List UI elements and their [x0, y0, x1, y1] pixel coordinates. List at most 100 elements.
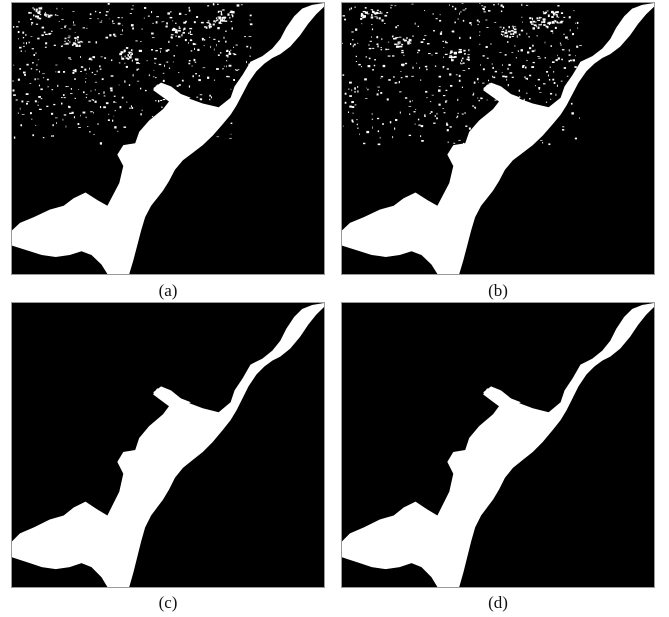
noise-speck: [504, 54, 507, 56]
noise-speck: [219, 52, 222, 54]
noise-speck: [85, 81, 87, 83]
noise-speck: [113, 115, 115, 117]
noise-speck: [50, 112, 54, 115]
noise-speck: [73, 116, 75, 119]
noise-speck: [480, 64, 482, 66]
noise-speck: [226, 75, 229, 78]
noise-speck: [161, 106, 163, 108]
noise-speck: [200, 21, 204, 24]
noise-speck: [69, 40, 71, 44]
water-mask-b: [342, 3, 654, 274]
noise-speck: [372, 69, 374, 71]
noise-speck: [60, 102, 63, 105]
noise-speck: [190, 99, 191, 102]
noise-speck: [19, 46, 22, 49]
noise-speck: [49, 14, 53, 17]
noise-speck: [376, 16, 378, 20]
noise-speck: [459, 36, 461, 40]
noise-speck: [119, 23, 121, 25]
noise-speck: [209, 94, 211, 97]
noise-speck: [151, 49, 154, 51]
noise-speck: [92, 56, 96, 59]
noise-speck: [119, 53, 122, 56]
noise-speck: [352, 39, 354, 41]
noise-speck: [155, 21, 158, 24]
noise-speck: [479, 43, 481, 46]
noise-speck: [500, 10, 503, 13]
noise-speck: [113, 95, 116, 97]
noise-speck: [42, 77, 45, 79]
noise-speck: [184, 39, 187, 42]
noise-speck: [85, 73, 87, 75]
noise-speck: [221, 16, 224, 20]
noise-speck: [543, 21, 545, 24]
noise-speck: [496, 85, 498, 86]
noise-speck: [363, 142, 366, 145]
noise-speck: [223, 18, 225, 22]
noise-speck: [411, 75, 414, 77]
noise-speck: [105, 11, 109, 13]
noise-speck: [117, 17, 120, 19]
noise-speck: [467, 56, 470, 59]
noise-speck: [103, 106, 106, 109]
noise-speck: [485, 46, 488, 49]
noise-speck: [519, 95, 521, 97]
noise-speck: [360, 13, 364, 16]
noise-speck: [512, 96, 516, 99]
noise-speck: [560, 44, 562, 46]
noise-speck: [539, 18, 541, 20]
noise-speck: [124, 80, 126, 83]
noise-speck: [376, 43, 379, 45]
noise-speck: [493, 76, 496, 79]
noise-speck: [68, 106, 71, 109]
noise-speck: [458, 79, 461, 82]
noise-speck: [245, 71, 247, 74]
noise-speck: [458, 48, 462, 51]
noise-speck: [93, 134, 95, 135]
noise-speck: [546, 25, 549, 29]
noise-speck: [420, 125, 424, 128]
noise-speck: [233, 78, 235, 81]
noise-speck: [57, 84, 59, 87]
noise-speck: [34, 78, 36, 81]
noise-speck: [508, 63, 511, 66]
noise-speck: [85, 96, 87, 99]
noise-speck: [207, 20, 210, 22]
noise-speck: [218, 10, 223, 12]
noise-speck: [476, 19, 479, 22]
noise-speck: [30, 12, 32, 14]
noise-speck: [453, 142, 456, 144]
noise-speck: [527, 51, 530, 54]
noise-speck: [545, 71, 549, 73]
noise-speck: [57, 70, 61, 73]
noise-speck: [534, 49, 536, 52]
noise-speck: [488, 83, 490, 85]
noise-speck: [107, 119, 110, 121]
noise-speck: [64, 40, 66, 42]
noise-speck: [217, 54, 220, 56]
noise-speck: [71, 111, 74, 114]
noise-speck: [445, 101, 447, 103]
noise-speck: [490, 43, 492, 45]
noise-speck: [347, 111, 350, 113]
noise-speck: [152, 76, 155, 78]
noise-speck: [540, 140, 543, 141]
noise-speck: [482, 55, 485, 57]
noise-speck: [368, 47, 372, 50]
noise-speck: [210, 45, 212, 49]
noise-speck: [180, 116, 184, 119]
noise-speck: [78, 127, 81, 128]
noise-speck: [108, 18, 110, 20]
noise-speck: [446, 68, 449, 70]
noise-speck: [401, 43, 404, 46]
noise-speck: [93, 74, 97, 75]
noise-speck: [194, 47, 196, 50]
noise-speck: [227, 56, 229, 58]
noise-speck: [468, 49, 470, 52]
noise-speck: [55, 117, 58, 119]
noise-speck: [543, 83, 546, 85]
noise-speck: [178, 12, 182, 15]
noise-speck: [224, 20, 228, 22]
noise-speck: [454, 7, 457, 10]
noise-speck: [434, 65, 437, 67]
